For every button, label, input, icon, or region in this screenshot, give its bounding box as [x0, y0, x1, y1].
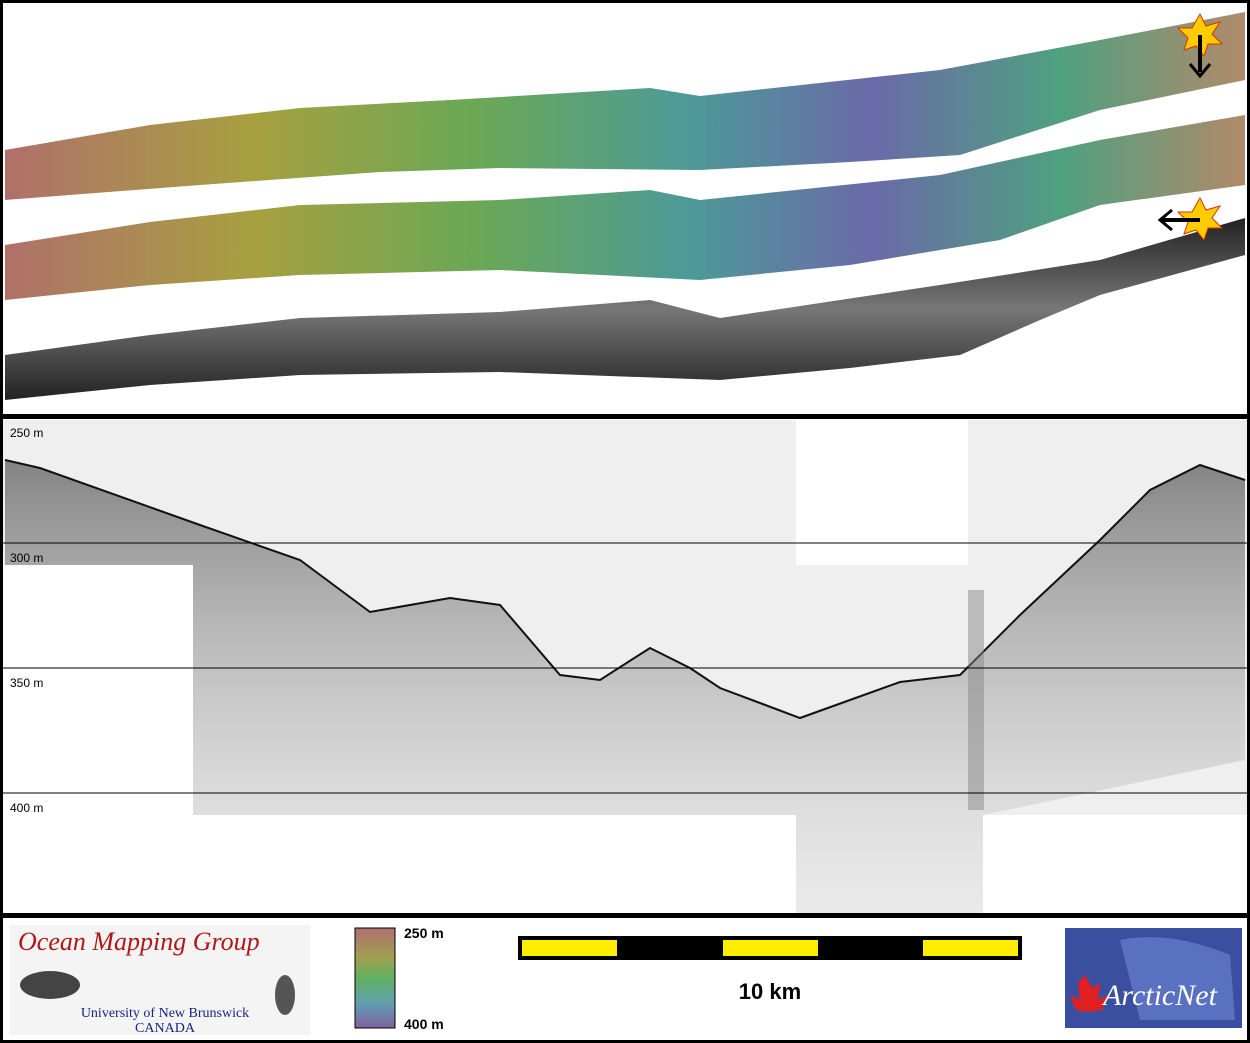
partner-name: ArcticNet: [1101, 979, 1218, 1012]
colorbar: [354, 927, 396, 1029]
scale-bar: [518, 936, 1022, 960]
logo-country: CANADA: [135, 1021, 196, 1036]
logo-university: University of New Brunswick: [81, 1006, 249, 1021]
depth-label: 350 m: [10, 676, 43, 690]
panel-divider: [0, 414, 1250, 419]
omg-logo: Ocean Mapping Group University of New Br…: [10, 925, 310, 1036]
location-marker: [1176, 12, 1224, 79]
panel-divider: [0, 913, 1250, 918]
depth-label: 300 m: [10, 551, 43, 565]
depth-grid: [3, 542, 1247, 794]
arcticnet-logo: ArcticNet: [1065, 928, 1242, 1028]
logo-title: Ocean Mapping Group: [18, 927, 260, 956]
depth-label: 250 m: [10, 426, 43, 440]
scale-label: 10 km: [739, 979, 801, 1004]
bathymetry-swath: [5, 12, 1245, 200]
seismic-profile: [3, 420, 1247, 913]
depth-label: 400 m: [10, 801, 43, 815]
backscatter-swath: [5, 218, 1245, 400]
bathymetry-swath: [5, 115, 1245, 300]
location-marker: [1157, 196, 1224, 242]
colorbar-label: 400 m: [404, 1016, 444, 1032]
colorbar-label: 250 m: [404, 925, 444, 941]
